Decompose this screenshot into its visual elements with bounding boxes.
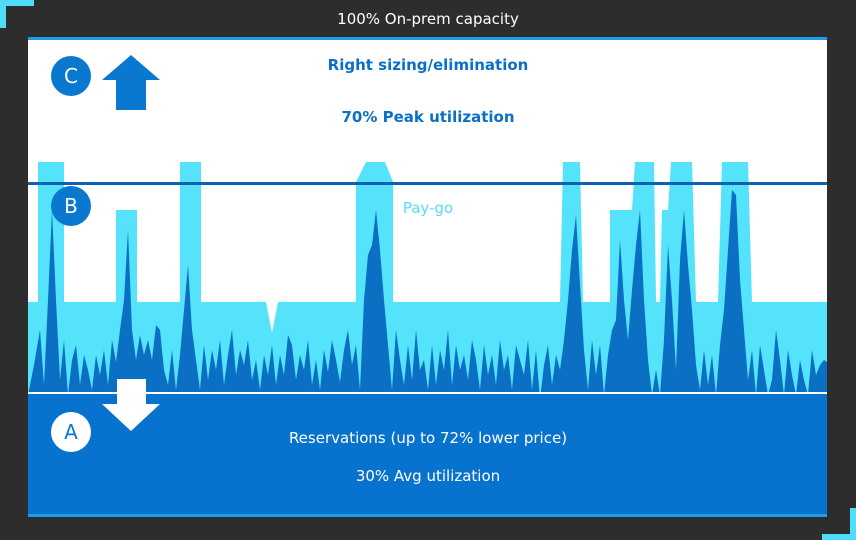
- corner-accent-bottom-right: [822, 508, 856, 540]
- reservations-line: [28, 392, 827, 394]
- capacity-line: [28, 37, 827, 40]
- arrow-down-icon: [102, 379, 160, 431]
- label-avg-utilization: 30% Avg utilization: [355, 467, 501, 485]
- corner-accent-top-left: [0, 0, 34, 28]
- usage-area: [28, 190, 827, 400]
- peak-line: [28, 182, 827, 185]
- badge-a: A: [51, 412, 91, 452]
- reservations-area: [28, 394, 827, 514]
- badge-b: B: [51, 186, 91, 226]
- floor-line: [28, 514, 827, 517]
- arrow-up-icon: [102, 55, 160, 110]
- label-payg: Pay-go: [402, 199, 454, 217]
- label-reservations: Reservations (up to 72% lower price): [288, 429, 568, 447]
- page-title: 100% On-prem capacity: [337, 10, 519, 28]
- badge-c: C: [51, 56, 91, 96]
- label-peak-utilization: 70% Peak utilization: [341, 108, 515, 126]
- label-right-sizing: Right sizing/elimination: [327, 56, 529, 74]
